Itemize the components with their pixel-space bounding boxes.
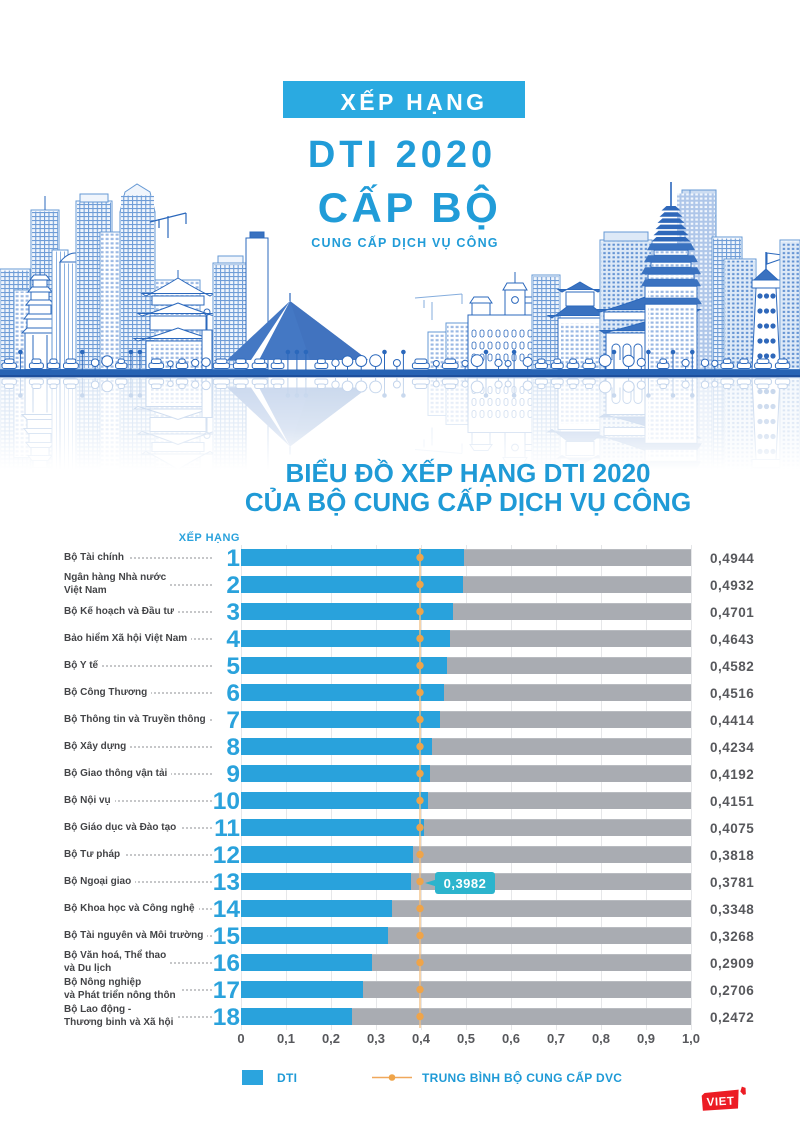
svg-text:0,3982: 0,3982	[444, 876, 487, 891]
svg-text:VIET: VIET	[706, 1095, 735, 1108]
